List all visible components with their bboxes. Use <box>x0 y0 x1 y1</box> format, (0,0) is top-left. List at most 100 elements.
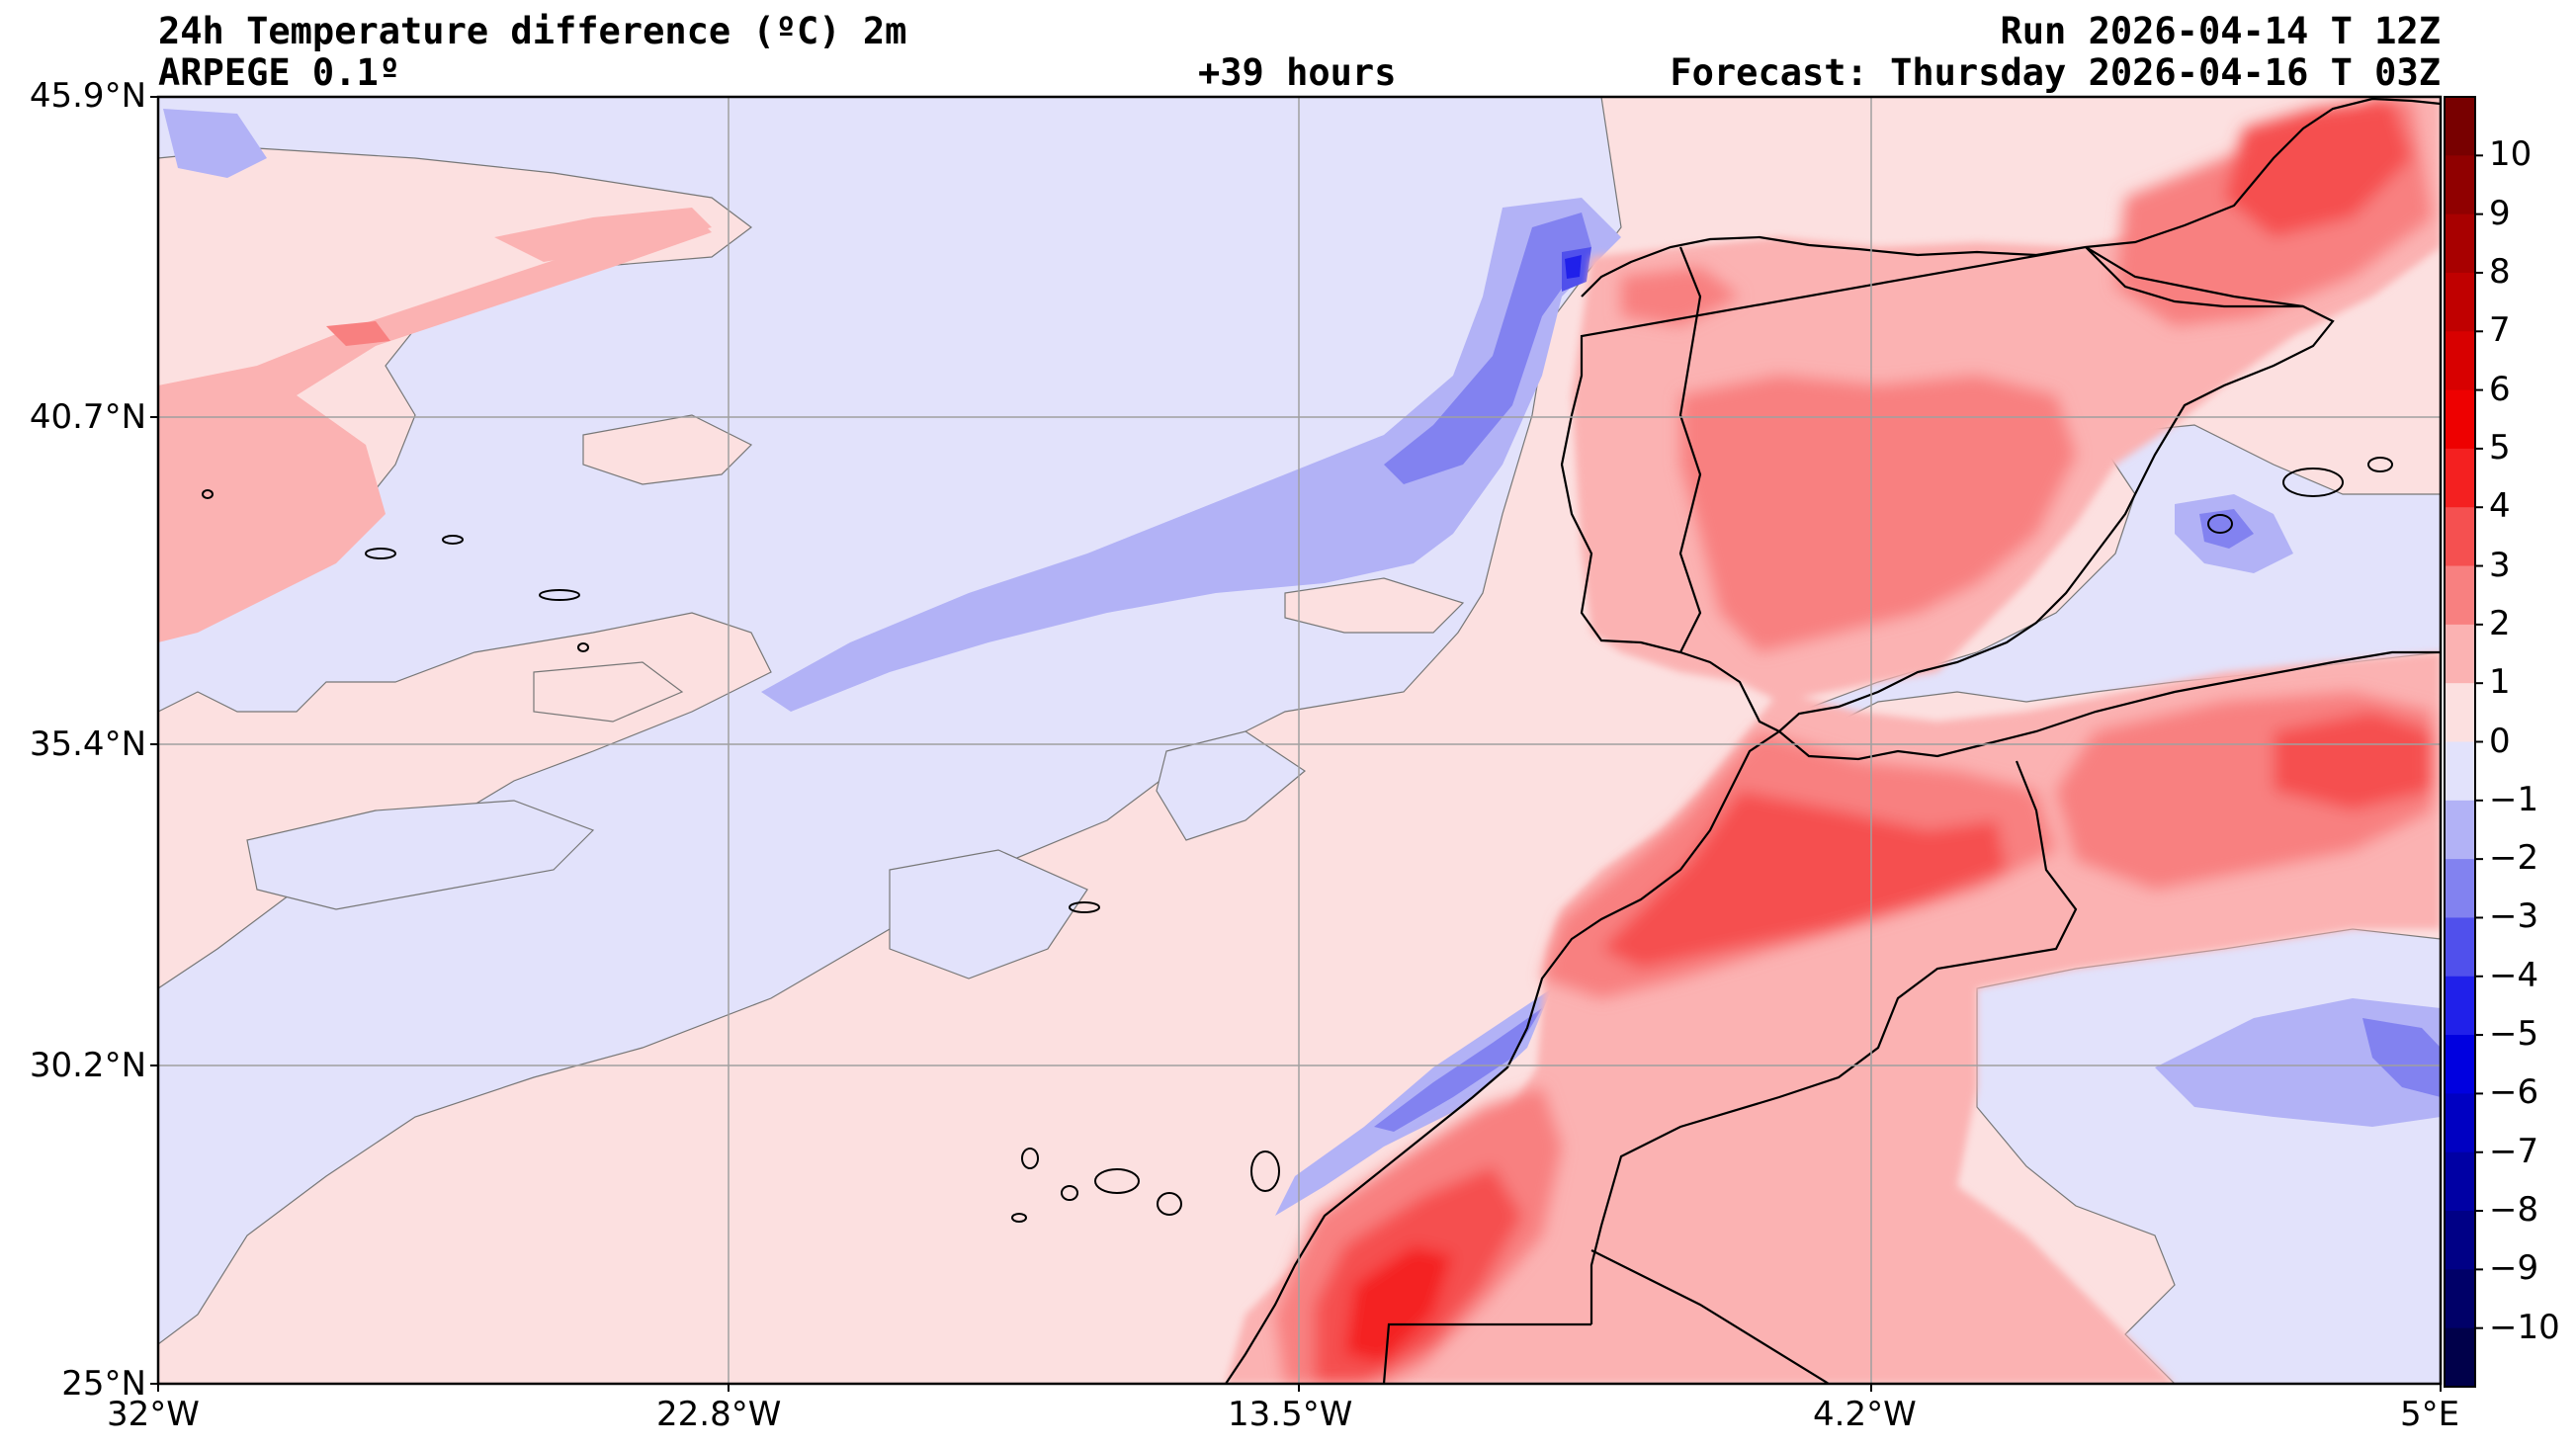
colorbar-segment <box>2445 683 2475 742</box>
graticule <box>158 97 2441 1384</box>
border-portugal-spain <box>1678 246 1702 653</box>
colorbar-segment <box>2445 1093 2475 1153</box>
island-santa-maria <box>577 642 589 652</box>
colorbar-segment <box>2445 859 2475 918</box>
lat-tick-30-2n: 30.2°N <box>29 1046 146 1085</box>
model-label: ARPEGE 0.1º <box>158 51 401 94</box>
neg-sahara-darker <box>2362 1018 2441 1097</box>
lead-time-label: +39 hours <box>1198 51 1397 94</box>
colorbar-segment <box>2445 1211 2475 1270</box>
run-label: Run 2026-04-14 T 12Z <box>2000 10 2441 52</box>
colorbar-label: 8 <box>2489 251 2511 292</box>
island-mallorca <box>2282 468 2344 497</box>
colorbar-label: 9 <box>2489 193 2511 233</box>
pos-iberia-2 <box>1680 376 2076 652</box>
pos-atlantic-band <box>158 213 712 642</box>
colorbar-label: 3 <box>2489 545 2511 585</box>
coast-iberia <box>1560 97 2441 733</box>
coast-africa <box>1225 650 2441 1384</box>
colorbar-segment <box>2445 97 2475 156</box>
island-fuerteventura <box>1250 1150 1280 1192</box>
border-western-sahara <box>1382 1249 1830 1384</box>
lat-tick-35-4n: 35.4°N <box>29 724 146 764</box>
colorbar-label: −9 <box>2489 1248 2539 1289</box>
coastlines <box>1225 97 2441 1384</box>
colorbar-segment <box>2445 1151 2475 1212</box>
border-morocco-algeria <box>1589 760 2078 1324</box>
pos-pocket-2 <box>582 414 753 485</box>
chart-title: 24h Temperature difference (ºC) 2m <box>158 10 907 52</box>
colorbar-label: 5 <box>2489 427 2511 468</box>
colorbar-label: −4 <box>2489 955 2539 995</box>
lat-tick-40-7n: 40.7°N <box>29 397 146 437</box>
lon-tick-32w: 32°W <box>107 1395 200 1434</box>
lon-tick-22-8w: 22.8°W <box>656 1395 782 1434</box>
hot-land-layer <box>1275 99 2432 1384</box>
colorbar-label: −6 <box>2489 1072 2539 1113</box>
lon-tick-13-5w: 13.5°W <box>1228 1395 1353 1434</box>
colorbar-segment <box>2445 213 2475 274</box>
neg-band-5 <box>1565 255 1582 279</box>
colorbar-label: 10 <box>2489 134 2533 175</box>
colorbar-label: −2 <box>2489 838 2539 879</box>
island-gran-canaria <box>1157 1192 1182 1216</box>
lon-tick-5e: 5°E <box>2400 1395 2460 1434</box>
colorbar-label: 7 <box>2489 310 2511 351</box>
neg-med <box>1777 424 2441 763</box>
colorbar-segment <box>2445 155 2475 215</box>
pos-pocket-3 <box>1284 577 1465 634</box>
border-france-spain <box>2085 246 2304 308</box>
islands <box>202 457 2393 1223</box>
island-terceira <box>442 535 464 545</box>
colorbar-segment <box>2445 800 2475 860</box>
island-madeira <box>1069 901 1100 913</box>
colorbar-label: 6 <box>2489 369 2511 409</box>
island-hierro <box>1011 1213 1027 1223</box>
colorbar-segment <box>2445 624 2475 684</box>
colorbar-segment <box>2445 272 2475 332</box>
neg-band-3 <box>1384 213 1591 484</box>
colorbar-label: −7 <box>2489 1131 2539 1171</box>
lat-tick-25n: 25°N <box>61 1364 146 1404</box>
temperature-field <box>158 97 2441 1384</box>
colorbar-label: −3 <box>2489 896 2539 937</box>
lon-tick-4-2w: 4.2°W <box>1813 1395 1917 1434</box>
pos-atlantic-band-2 <box>494 208 712 262</box>
colorbar-segment <box>2445 389 2475 450</box>
pos-iberia-hot <box>2224 99 2412 237</box>
colorbar-label: 4 <box>2489 486 2511 527</box>
colorbar-segment <box>2445 976 2475 1036</box>
colorbar-segment <box>2445 1327 2475 1388</box>
colorbar-label: −1 <box>2489 779 2539 819</box>
colorbar-label: 2 <box>2489 603 2511 643</box>
axis-ticks <box>150 96 2442 1392</box>
colorbar-segment <box>2445 565 2475 626</box>
island-faial <box>365 548 396 559</box>
neg-region-south <box>246 800 595 910</box>
colorbar-segment <box>2445 741 2475 802</box>
neg-med-darker <box>2199 509 2254 549</box>
island-gomera <box>1061 1185 1078 1201</box>
colorbar-segment <box>2445 917 2475 978</box>
neg-band-morocco-2 <box>1374 1008 1542 1132</box>
colorbar <box>2444 96 2483 1388</box>
lat-tick-45-9n: 45.9°N <box>29 76 146 116</box>
island-tenerife <box>1094 1168 1140 1194</box>
neg-blob-nw <box>163 109 267 178</box>
island-sao-miguel <box>539 589 580 601</box>
colorbar-segment <box>2445 1035 2475 1094</box>
colorbar-segment <box>2445 507 2475 567</box>
colorbar-label: 0 <box>2489 721 2511 761</box>
neg-region-south-2 <box>889 849 1088 980</box>
island-ibiza <box>2207 514 2233 534</box>
colorbar-segment <box>2445 1269 2475 1329</box>
island-la-palma <box>1021 1148 1039 1169</box>
neg-band-2b <box>988 514 1285 613</box>
forecast-label: Forecast: Thursday 2026-04-16 T 03Z <box>1670 51 2441 94</box>
pos-africa-hot-east <box>2274 712 2432 810</box>
pos-africa-hot-3 <box>1344 1245 1453 1364</box>
island-menorca <box>2367 457 2393 472</box>
colorbar-label: 1 <box>2489 662 2511 703</box>
pos-iberia-4 <box>1621 267 1740 326</box>
